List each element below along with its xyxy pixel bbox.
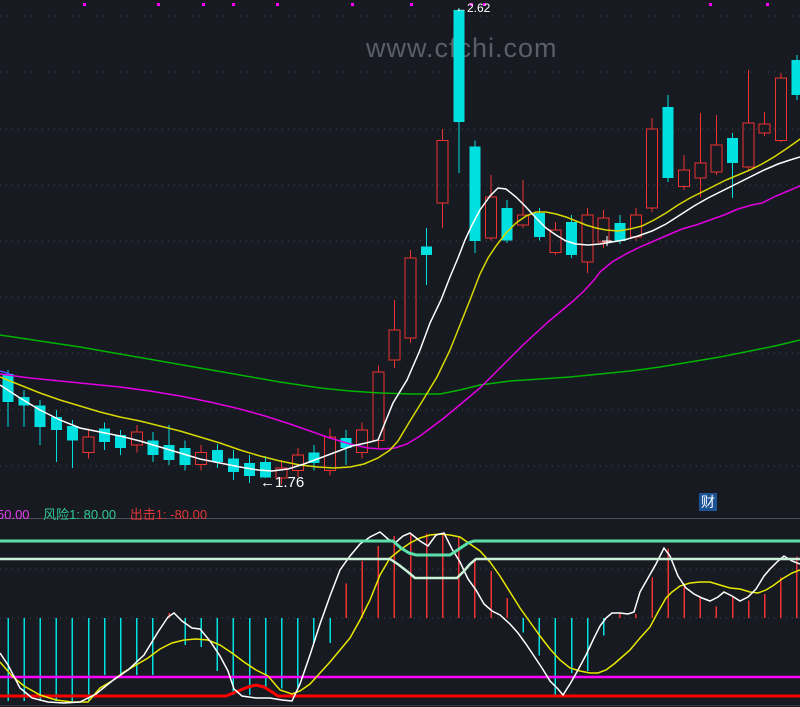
- candle: [291, 447, 304, 477]
- candle: [710, 115, 723, 176]
- candle: [244, 455, 255, 483]
- price-annotation-low: ←1.76: [260, 474, 305, 491]
- candle: [791, 55, 800, 100]
- candle: [421, 228, 433, 286]
- candle: [50, 410, 62, 463]
- ma-blue-stub: [0, 370, 11, 375]
- candle: [517, 180, 530, 229]
- attack-level-red: [0, 683, 800, 698]
- candle: [501, 199, 513, 243]
- overflow-dot: [232, 3, 235, 6]
- candle: [469, 140, 481, 253]
- candle: [372, 365, 385, 448]
- candle: [404, 250, 417, 344]
- candle: [742, 69, 755, 170]
- cai-tag-badge[interactable]: 财: [699, 493, 717, 511]
- candle: [147, 432, 159, 463]
- risk-80-teal: [0, 539, 800, 557]
- overflow-dot: [410, 3, 413, 6]
- overflow-dot: [83, 3, 86, 6]
- candle: [436, 128, 449, 229]
- candle: [678, 155, 691, 190]
- candle: [163, 424, 175, 465]
- candle: [324, 428, 336, 476]
- candle: [774, 73, 787, 142]
- candle: [662, 94, 674, 182]
- overflow-dot: [202, 3, 205, 6]
- indicator-value-risk: 风险1: 80.00: [43, 507, 117, 522]
- candle: [453, 8, 465, 174]
- ma-magenta: [0, 185, 800, 450]
- candle: [758, 111, 771, 136]
- ma-green: [0, 334, 800, 395]
- candle: [115, 429, 127, 456]
- ma-yellow: [0, 138, 800, 469]
- panel-divider: [0, 518, 800, 519]
- indicator-label-row: 50.00 风险1: 80.00 出击1: -80.00: [0, 504, 217, 523]
- overflow-dot: [276, 3, 279, 6]
- overflow-dot: [766, 3, 769, 6]
- main-candlestick-chart[interactable]: [0, 3, 800, 485]
- ma-white: [0, 156, 800, 472]
- indicator-panel-chart[interactable]: [0, 531, 800, 704]
- candle: [99, 422, 111, 451]
- candle: [34, 399, 46, 446]
- overflow-dot: [157, 3, 160, 6]
- indicator-value-magenta: 50.00: [0, 507, 30, 522]
- overflow-dot: [470, 3, 473, 6]
- candle: [549, 222, 562, 256]
- candle: [727, 133, 738, 199]
- candle: [82, 428, 95, 459]
- candle: [485, 175, 497, 241]
- candle: [211, 444, 223, 469]
- candle: [18, 390, 30, 428]
- price-annotation-high: ←2.62: [455, 1, 491, 15]
- candle: [356, 422, 369, 459]
- candle: [179, 440, 191, 471]
- candle: [646, 117, 658, 212]
- candle: [694, 112, 707, 198]
- candle: [388, 299, 401, 369]
- level-60-pale: [0, 557, 800, 580]
- overflow-dot: [709, 3, 712, 6]
- candle: [581, 208, 594, 274]
- overflow-dot: [351, 3, 354, 6]
- overflow-dot: [483, 3, 486, 6]
- bottom-border: [0, 705, 800, 706]
- indicator-value-attack: 出击1: -80.00: [129, 507, 208, 522]
